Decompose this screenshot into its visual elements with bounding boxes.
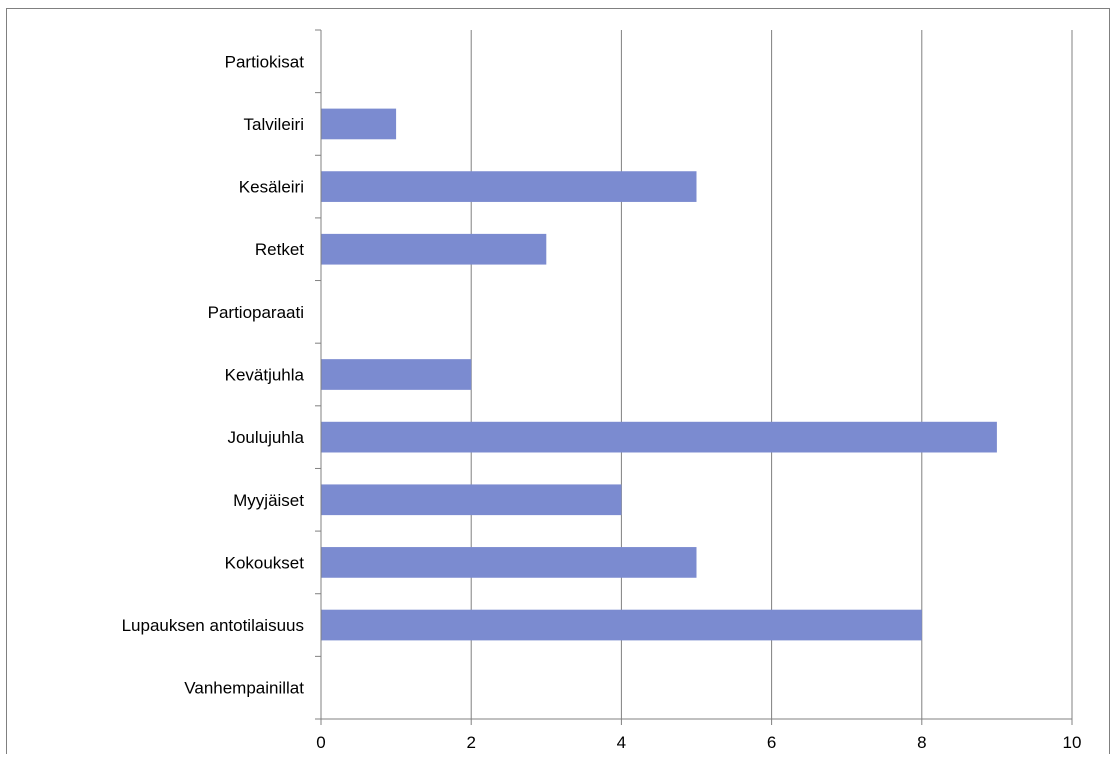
x-tick-label-4: 4 <box>617 733 626 752</box>
x-tick-label-8: 8 <box>917 733 926 752</box>
category-label-9: Lupauksen antotilaisuus <box>122 616 304 635</box>
category-label-0: Partiokisat <box>225 52 305 71</box>
category-label-6: Joulujuhla <box>227 428 304 447</box>
category-label-4: Partioparaati <box>208 303 304 322</box>
category-label-8: Kokoukset <box>225 553 305 572</box>
bar-2 <box>321 171 697 202</box>
x-tick-label-0: 0 <box>316 733 325 752</box>
x-tick-label-6: 6 <box>767 733 776 752</box>
category-label-7: Myyjäiset <box>233 491 304 510</box>
category-labels: Partiokisat Talvileiri Kesäleiri Retket Part… <box>122 52 305 697</box>
x-tick-label-2: 2 <box>466 733 475 752</box>
tick-labels: 0 2 4 6 8 10 <box>316 733 1081 752</box>
chart-frame <box>6 8 1110 754</box>
category-label-5: Kevätjuhla <box>225 366 305 385</box>
bar-6 <box>321 421 997 453</box>
category-label-3: Retket <box>255 240 304 259</box>
x-tick-label-10: 10 <box>1063 733 1082 752</box>
gridlines <box>470 30 1073 719</box>
bars <box>321 108 997 641</box>
bar-5 <box>321 359 472 390</box>
bar-8 <box>321 547 697 578</box>
bar-1 <box>321 108 397 140</box>
bar-9 <box>321 609 922 641</box>
bar-3 <box>321 233 547 265</box>
axes <box>315 29 1073 725</box>
category-label-10: Vanhempainillat <box>184 679 304 698</box>
category-label-2: Kesäleiri <box>239 178 304 197</box>
bar-7 <box>321 484 622 516</box>
category-label-1: Talvileiri <box>244 115 304 134</box>
